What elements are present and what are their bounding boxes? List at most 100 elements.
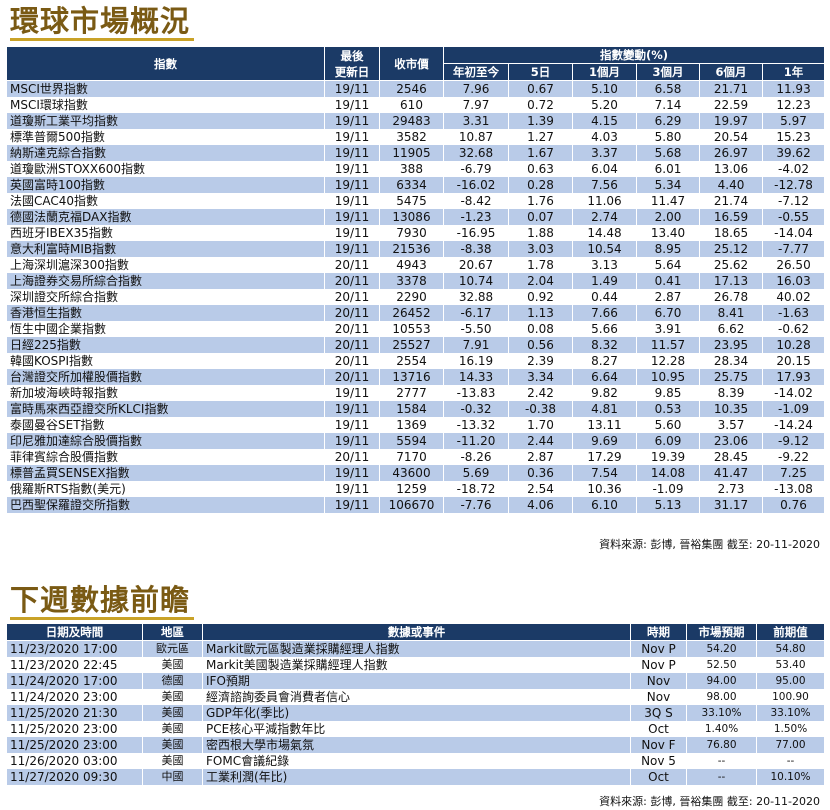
index-name-cell: 富時馬來西亞證交所KLCI指數 <box>6 401 325 417</box>
1y-cell: 15.23 <box>761 129 826 145</box>
close-cell: 2290 <box>379 289 444 305</box>
ytd-cell: -16.02 <box>443 177 509 193</box>
last-update-cell: 20/11 <box>324 289 380 305</box>
event-cell: 密西根大學市場氣氛 <box>202 737 631 753</box>
region-cell: 美國 <box>142 737 203 753</box>
ytd-cell: 16.19 <box>443 353 509 369</box>
5d-cell: 1.13 <box>508 305 573 321</box>
1m-cell: 6.64 <box>572 369 637 385</box>
close-cell: 29483 <box>379 113 444 129</box>
datetime-cell: 11/27/2020 09:30 <box>6 769 143 785</box>
table-row: 印尼雅加達綜合股價指數 19/11 5594 -11.20 2.44 9.69 6.09 23… <box>6 433 826 449</box>
previous-cell: 77.00 <box>756 737 825 753</box>
index-name-cell: 日經225指數 <box>6 337 325 353</box>
ytd-cell: -6.79 <box>443 161 509 177</box>
index-name-cell: 道瓊斯工業平均指數 <box>6 113 325 129</box>
close-cell: 610 <box>379 97 444 113</box>
1y-cell: -0.55 <box>761 209 826 225</box>
ytd-cell: 20.67 <box>443 257 509 273</box>
period-cell: Nov P <box>630 640 687 657</box>
table-row: 俄羅斯RTS指數(美元) 19/11 1259 -18.72 2.54 10.36 -1.0… <box>6 481 826 497</box>
ytd-cell: -1.23 <box>443 209 509 225</box>
header-1m: 1個月 <box>572 63 637 81</box>
3m-cell: 5.64 <box>636 257 700 273</box>
5d-cell: 3.34 <box>508 369 573 385</box>
market-overview-title: 環球市場概況 <box>10 4 195 41</box>
1y-cell: 11.93 <box>761 80 826 97</box>
3m-cell: 12.28 <box>636 353 700 369</box>
previous-cell: 10.10% <box>756 769 825 785</box>
datetime-cell: 11/26/2020 03:00 <box>6 753 143 769</box>
previous-cell: 53.40 <box>756 657 825 673</box>
close-cell: 1259 <box>379 481 444 497</box>
period-cell: Oct <box>630 769 687 785</box>
datetime-cell: 11/23/2020 17:00 <box>6 640 143 657</box>
table-row: 深圳證交所綜合指數 20/11 2290 32.88 0.92 0.44 2.87 26.78… <box>6 289 826 305</box>
close-cell: 5594 <box>379 433 444 449</box>
last-update-cell: 20/11 <box>324 321 380 337</box>
6m-cell: 8.39 <box>699 385 763 401</box>
5d-cell: 0.28 <box>508 177 573 193</box>
last-update-cell: 20/11 <box>324 257 380 273</box>
region-cell: 中國 <box>142 769 203 785</box>
6m-cell: 8.41 <box>699 305 763 321</box>
3m-cell: 6.29 <box>636 113 700 129</box>
last-update-cell: 19/11 <box>324 161 380 177</box>
5d-cell: -0.38 <box>508 401 573 417</box>
index-name-cell: 西班牙IBEX35指數 <box>6 225 325 241</box>
ytd-cell: 5.69 <box>443 465 509 481</box>
close-cell: 26452 <box>379 305 444 321</box>
ytd-cell: 10.74 <box>443 273 509 289</box>
index-name-cell: 香港恒生指數 <box>6 305 325 321</box>
calendar-title: 下週數據前瞻 <box>10 583 195 620</box>
region-cell: 美國 <box>142 721 203 737</box>
1m-cell: 5.66 <box>572 321 637 337</box>
5d-cell: 2.39 <box>508 353 573 369</box>
3m-cell: 9.85 <box>636 385 700 401</box>
period-cell: Oct <box>630 721 687 737</box>
table-row: 意大利富時MIB指數 19/11 21536 -8.38 3.03 10.54 8.95 25… <box>6 241 826 257</box>
table-row: 11/25/2020 21:30 美國 GDP年化(季比) 3Q S 33.10% 33.… <box>6 705 825 721</box>
index-name-cell: 泰國曼谷SET指數 <box>6 417 325 433</box>
6m-cell: 28.34 <box>699 353 763 369</box>
close-cell: 388 <box>379 161 444 177</box>
table-row: 11/25/2020 23:00 美國 密西根大學市場氣氛 Nov F 76.80 77.… <box>6 737 825 753</box>
table-row: 香港恒生指數 20/11 26452 -6.17 1.13 7.66 6.70 8.41 -1.… <box>6 305 826 321</box>
6m-cell: 2.73 <box>699 481 763 497</box>
6m-cell: 10.35 <box>699 401 763 417</box>
period-cell: Nov F <box>630 737 687 753</box>
close-cell: 7170 <box>379 449 444 465</box>
datetime-cell: 11/25/2020 23:00 <box>6 721 143 737</box>
3m-cell: 2.00 <box>636 209 700 225</box>
1y-cell: -13.08 <box>761 481 826 497</box>
table-row: 恆生中國企業指數 20/11 10553 -5.50 0.08 5.66 3.91 6.62-… <box>6 321 826 337</box>
6m-cell: 28.45 <box>699 449 763 465</box>
close-cell: 2777 <box>379 385 444 401</box>
last-update-cell: 19/11 <box>324 209 380 225</box>
ytd-cell: -18.72 <box>443 481 509 497</box>
close-cell: 2546 <box>379 80 444 97</box>
table-row: 標普孟買SENSEX指數 19/11 43600 5.69 0.36 7.54 14.08 4… <box>6 465 826 481</box>
header-1y: 1年 <box>761 63 826 81</box>
last-update-cell: 19/11 <box>324 145 380 161</box>
forecast-cell: 54.20 <box>686 640 757 657</box>
last-update-cell: 19/11 <box>324 481 380 497</box>
1m-cell: 3.37 <box>572 145 637 161</box>
table-row: 巴西聖保羅證交所指數 19/11 106670 -7.76 4.06 6.10 5.13 31… <box>6 497 826 513</box>
datetime-cell: 11/24/2020 23:00 <box>6 689 143 705</box>
event-cell: 工業利潤(年比) <box>202 769 631 785</box>
1y-cell: -14.04 <box>761 225 826 241</box>
1m-cell: 7.56 <box>572 177 637 193</box>
index-name-cell: 上海深圳滬深300指數 <box>6 257 325 273</box>
last-update-cell: 19/11 <box>324 433 380 449</box>
last-update-cell: 19/11 <box>324 465 380 481</box>
ytd-cell: -8.42 <box>443 193 509 209</box>
index-name-cell: 深圳證交所綜合指數 <box>6 289 325 305</box>
1m-cell: 17.29 <box>572 449 637 465</box>
calendar-table: 日期及時間 地區 數據或事件 時期 市場預期 前期值 11/23/2020 17… <box>6 623 825 785</box>
6m-cell: 41.47 <box>699 465 763 481</box>
1m-cell: 4.15 <box>572 113 637 129</box>
1y-cell: 12.23 <box>761 97 826 113</box>
header-region: 地區 <box>142 623 203 641</box>
close-cell: 11905 <box>379 145 444 161</box>
